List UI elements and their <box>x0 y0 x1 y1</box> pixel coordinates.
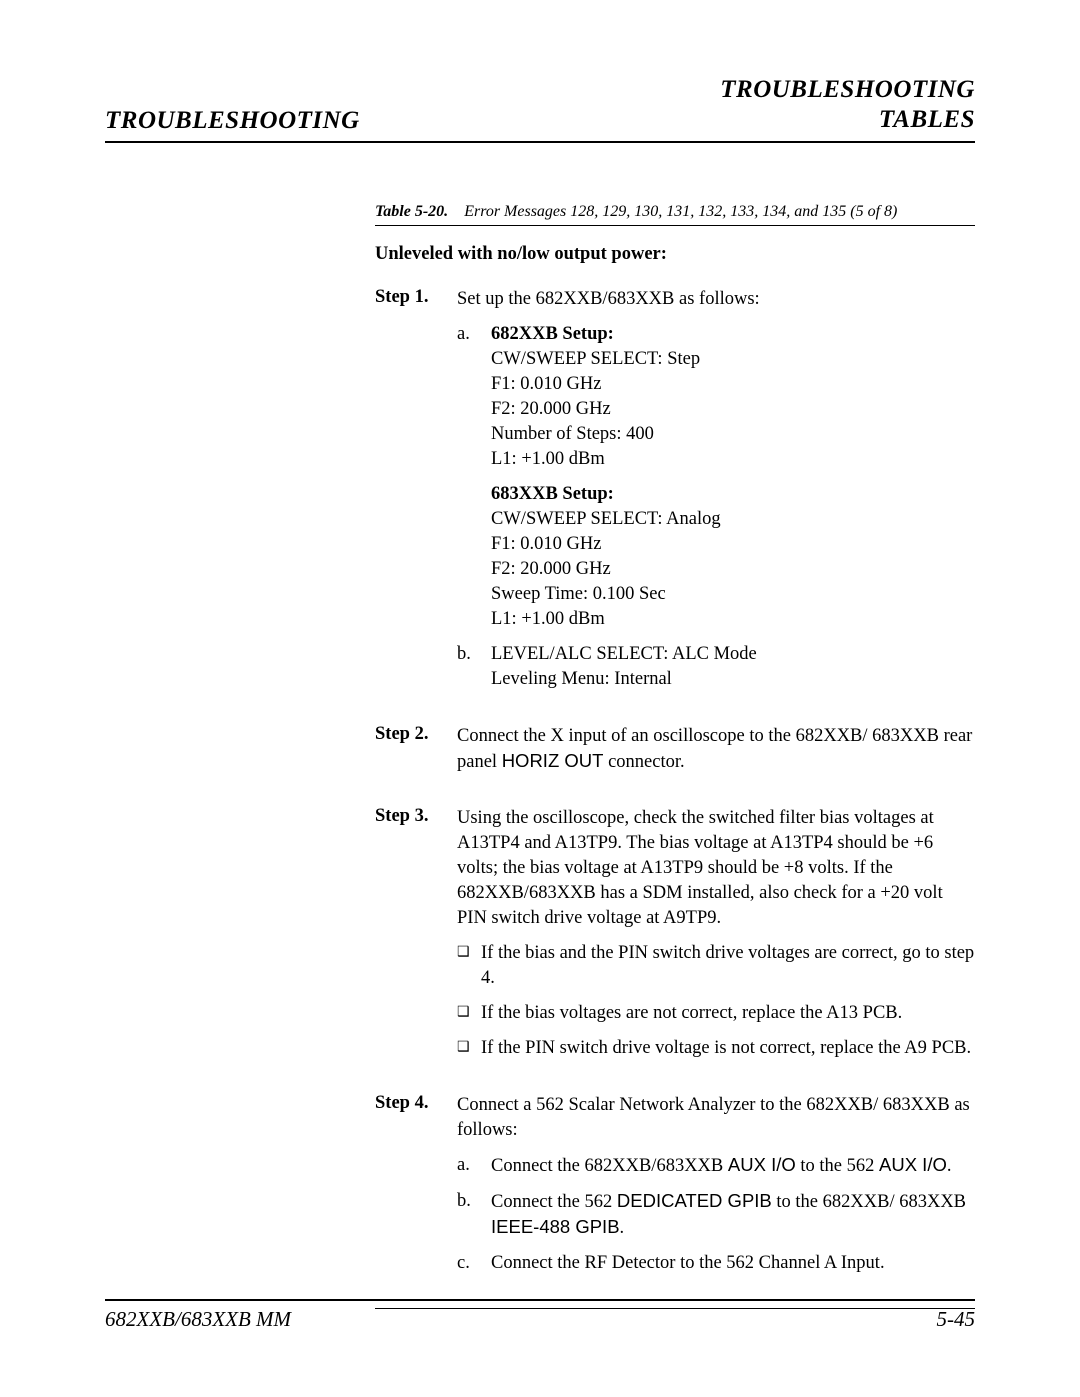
s4a-t4: AUX I/O <box>879 1154 947 1175</box>
header-left: TROUBLESHOOTING <box>105 107 360 135</box>
table-caption-text: Error Messages 128, 129, 130, 131, 132, … <box>464 203 897 220</box>
s4b-t5: . <box>620 1218 625 1238</box>
square-bullet-icon: ❑ <box>457 941 481 991</box>
setup-682-l4: Number of Steps: 400 <box>491 422 975 447</box>
step-3-b2: If the bias voltages are not correct, re… <box>481 1001 975 1026</box>
step-3-bullet-1: ❑ If the bias and the PIN switch drive v… <box>457 941 975 991</box>
step-1: Step 1. Set up the 682XXB/683XXB as foll… <box>375 287 975 702</box>
page-header: TROUBLESHOOTING TROUBLESHOOTING TABLES <box>105 75 975 143</box>
step-3: Step 3. Using the oscilloscope, check th… <box>375 806 975 1071</box>
step-1-label: Step 1. <box>375 287 457 702</box>
setup-683-title: 683XXB Setup: <box>491 482 975 507</box>
header-right-line1: TROUBLESHOOTING <box>720 75 975 105</box>
step-3-b3: If the PIN switch drive voltage is not c… <box>481 1036 975 1061</box>
step-1-b-marker: b. <box>457 642 491 692</box>
setup-683-l5: L1: +1.00 dBm <box>491 607 975 632</box>
header-right: TROUBLESHOOTING TABLES <box>720 75 975 135</box>
s4a-t1: Connect the 682XXB/683XXB <box>491 1156 728 1176</box>
page-footer: 682XXB/683XXB MM 5-45 <box>105 1299 975 1332</box>
s4b-t3: to the 682XXB/ 683XXB <box>772 1192 966 1212</box>
step-2-body: Connect the X input of an oscilloscope t… <box>457 724 975 785</box>
step-4-intro: Connect a 562 Scalar Network Analyzer to… <box>457 1093 975 1143</box>
s4a-t3: to the 562 <box>796 1156 879 1176</box>
step-2-t3: connector. <box>603 752 684 772</box>
step-2: Step 2. Connect the X input of an oscill… <box>375 724 975 785</box>
step-1-b-content: LEVEL/ALC SELECT: ALC Mode Leveling Menu… <box>491 642 975 692</box>
step-3-body: Using the oscilloscope, check the switch… <box>457 806 975 1071</box>
step-4-a-marker: a. <box>457 1153 491 1179</box>
s4b-t2: DEDICATED GPIB <box>617 1190 772 1211</box>
header-right-line2: TABLES <box>720 105 975 135</box>
table-caption-label: Table 5-20. <box>375 203 448 220</box>
setup-682-l3: F2: 20.000 GHz <box>491 397 975 422</box>
caption-rule <box>375 225 975 226</box>
step-2-t2: HORIZ OUT <box>502 750 604 771</box>
step-4-b-marker: b. <box>457 1189 491 1241</box>
step-4-a: a. Connect the 682XXB/683XXB AUX I/O to … <box>457 1153 975 1179</box>
step-3-bullet-3: ❑ If the PIN switch drive voltage is not… <box>457 1036 975 1061</box>
step-2-label: Step 2. <box>375 724 457 785</box>
step-1-intro: Set up the 682XXB/683XXB as follows: <box>457 287 975 312</box>
step-3-b1: If the bias and the PIN switch drive vol… <box>481 941 975 991</box>
footer-left: 682XXB/683XXB MM <box>105 1307 291 1332</box>
square-bullet-icon: ❑ <box>457 1001 481 1026</box>
step-4-body: Connect a 562 Scalar Network Analyzer to… <box>457 1093 975 1286</box>
setup-682-l1: CW/SWEEP SELECT: Step <box>491 347 975 372</box>
step-4-b-content: Connect the 562 DEDICATED GPIB to the 68… <box>491 1189 975 1241</box>
step-4-c: c. Connect the RF Detector to the 562 Ch… <box>457 1251 975 1276</box>
step-4-c-content: Connect the RF Detector to the 562 Chann… <box>491 1251 975 1276</box>
step-3-bullet-2: ❑ If the bias voltages are not correct, … <box>457 1001 975 1026</box>
step-4-label: Step 4. <box>375 1093 457 1286</box>
step-4-b: b. Connect the 562 DEDICATED GPIB to the… <box>457 1189 975 1241</box>
s4a-t5: . <box>947 1156 952 1176</box>
step-1-body: Set up the 682XXB/683XXB as follows: a. … <box>457 287 975 702</box>
setup-683-l3: F2: 20.000 GHz <box>491 557 975 582</box>
setup-682-l5: L1: +1.00 dBm <box>491 447 975 472</box>
step-4-c-marker: c. <box>457 1251 491 1276</box>
spacer <box>491 472 975 482</box>
section-title: Unleveled with no/low output power: <box>375 244 975 265</box>
s4a-t2: AUX I/O <box>728 1154 796 1175</box>
step-3-para: Using the oscilloscope, check the switch… <box>457 806 975 931</box>
s4b-t4: IEEE-488 GPIB <box>491 1216 620 1237</box>
setup-682-title: 682XXB Setup: <box>491 322 975 347</box>
step-4: Step 4. Connect a 562 Scalar Network Ana… <box>375 1093 975 1286</box>
step-1-a: a. 682XXB Setup: CW/SWEEP SELECT: Step F… <box>457 322 975 632</box>
step-2-text: Connect the X input of an oscilloscope t… <box>457 724 975 775</box>
table-caption: Table 5-20. Error Messages 128, 129, 130… <box>375 203 975 221</box>
step-4-a-content: Connect the 682XXB/683XXB AUX I/O to the… <box>491 1153 975 1179</box>
step-3-label: Step 3. <box>375 806 457 1071</box>
step-1-b: b. LEVEL/ALC SELECT: ALC Mode Leveling M… <box>457 642 975 692</box>
setup-682-l2: F1: 0.010 GHz <box>491 372 975 397</box>
step-1-b-l2: Leveling Menu: Internal <box>491 667 975 692</box>
square-bullet-icon: ❑ <box>457 1036 481 1061</box>
content-area: Table 5-20. Error Messages 128, 129, 130… <box>375 203 975 1309</box>
step-1-b-l1: LEVEL/ALC SELECT: ALC Mode <box>491 642 975 667</box>
step-1-a-content: 682XXB Setup: CW/SWEEP SELECT: Step F1: … <box>491 322 975 632</box>
setup-683-l4: Sweep Time: 0.100 Sec <box>491 582 975 607</box>
s4b-t1: Connect the 562 <box>491 1192 617 1212</box>
footer-right: 5-45 <box>937 1307 976 1332</box>
step-1-a-marker: a. <box>457 322 491 632</box>
setup-683-l1: CW/SWEEP SELECT: Analog <box>491 507 975 532</box>
setup-683-l2: F1: 0.010 GHz <box>491 532 975 557</box>
